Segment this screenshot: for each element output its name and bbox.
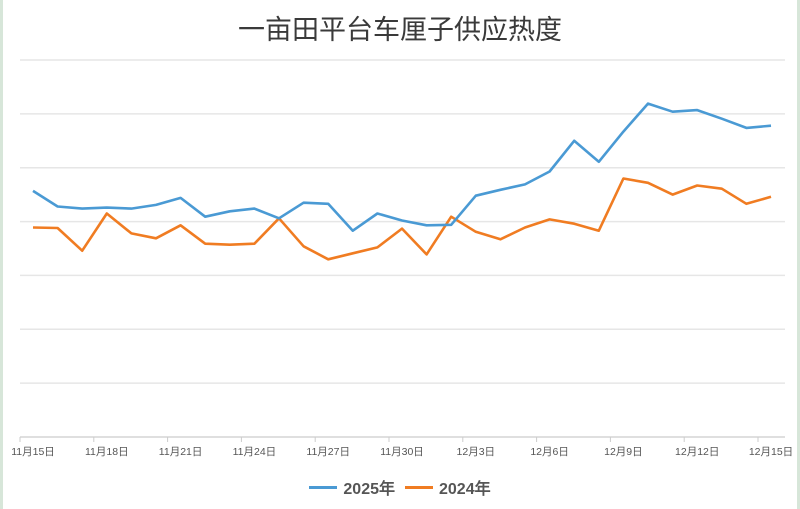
x-tick-label: 11月21日	[159, 446, 203, 458]
legend-item-2024[interactable]: 2024年	[405, 475, 491, 499]
x-tick-label: 11月24日	[233, 446, 277, 458]
line-chart: 11月15日 11月18日 11月21日 11月24日 11月27日 11月30日 12月3…	[11, 59, 793, 458]
legend-swatch-2025	[309, 485, 338, 489]
legend-item-2025[interactable]: 2025年	[309, 475, 395, 499]
series-line-2024年	[32, 177, 772, 261]
legend-label-2025: 2025年	[343, 481, 395, 498]
x-tick-label: 11月15日	[11, 446, 55, 458]
x-tick-label: 12月6日	[530, 446, 569, 458]
legend: 2025年 2024年	[0, 475, 800, 499]
x-tick-label: 11月18日	[85, 446, 129, 458]
left-border	[0, 0, 3, 509]
series-lines	[32, 102, 772, 261]
x-tick-label: 12月3日	[457, 446, 496, 458]
chart-title: 一亩田平台车厘子供应热度	[238, 15, 562, 46]
x-tick-label: 12月15日	[749, 446, 793, 458]
x-tick-label: 11月30日	[380, 446, 424, 458]
right-border	[797, 0, 800, 509]
x-tick-label: 12月9日	[604, 446, 643, 458]
legend-label-2024: 2024年	[439, 481, 491, 498]
x-tick-label: 12月12日	[675, 446, 719, 458]
x-axis: 11月15日 11月18日 11月21日 11月24日 11月27日 11月30日 12月3…	[11, 436, 793, 458]
series-line-2025年	[32, 102, 772, 232]
x-tick-label: 11月27日	[306, 446, 350, 458]
gridlines	[20, 59, 785, 384]
legend-swatch-2024	[405, 485, 433, 489]
